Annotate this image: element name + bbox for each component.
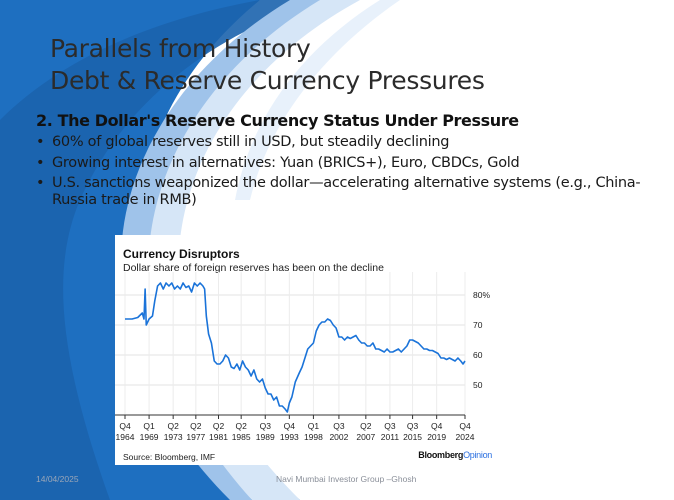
logo-suffix: Opinion (463, 450, 492, 460)
footer-text: Navi Mumbai Investor Group –Ghosh (276, 474, 417, 484)
chart-subtitle: Dollar share of foreign reserves has bee… (123, 262, 384, 274)
bullet-list: • 60% of global reserves still in USD, b… (36, 134, 652, 212)
x-tick-quarter-label: Q2 (213, 421, 225, 431)
background-dark-swoosh (0, 0, 320, 500)
bullet-text: U.S. sanctions weaponized the dollar—acc… (52, 175, 641, 208)
x-tick-year-label: 2011 (381, 432, 400, 442)
x-tick-quarter-label: Q4 (459, 421, 471, 431)
x-tick-quarter-label: Q3 (384, 421, 396, 431)
x-tick-year-label: 1993 (280, 432, 299, 442)
x-tick-year-label: 1964 (116, 432, 135, 442)
x-tick-year-label: 2015 (403, 432, 422, 442)
x-tick-year-label: 1973 (164, 432, 183, 442)
x-tick-quarter-label: Q1 (143, 421, 155, 431)
x-tick-quarter-label: Q2 (235, 421, 247, 431)
x-tick-year-label: 2024 (456, 432, 475, 442)
y-tick-label: 50 (473, 380, 483, 390)
bloomberg-opinion-logo: BloombergOpinion (418, 450, 492, 460)
bullet-text: 60% of global reserves still in USD, but… (52, 134, 450, 150)
x-tick-quarter-label: Q4 (284, 421, 296, 431)
footer-date: 14/04/2025 (36, 474, 79, 484)
bullet-text: Growing interest in alternatives: Yuan (… (52, 154, 520, 171)
x-tick-year-label: 2019 (427, 432, 446, 442)
x-tick-year-label: 1977 (186, 432, 205, 442)
bullet-dot: • (36, 175, 45, 191)
x-tick-year-label: 2002 (329, 432, 348, 442)
x-tick-quarter-label: Q1 (308, 421, 320, 431)
x-tick-quarter-label: Q3 (407, 421, 419, 431)
bullet-dot: • (36, 134, 45, 150)
chart-card: Currency Disruptors Dollar share of fore… (115, 235, 500, 465)
y-tick-label: 80% (473, 290, 490, 300)
x-tick-year-label: 2007 (356, 432, 375, 442)
y-tick-label: 60 (473, 350, 483, 360)
x-tick-quarter-label: Q3 (260, 421, 272, 431)
x-tick-year-label: 1989 (256, 432, 275, 442)
section-subheading: 2. The Dollar's Reserve Currency Status … (36, 111, 519, 130)
bullet-item: • 60% of global reserves still in USD, b… (36, 134, 652, 151)
background-mid-curve (121, 0, 320, 500)
x-tick-quarter-label: Q2 (360, 421, 372, 431)
bullet-item: • U.S. sanctions weaponized the dollar—a… (36, 175, 652, 208)
bullet-item: • Growing interest in alternatives: Yuan… (36, 155, 652, 172)
x-tick-year-label: 1998 (304, 432, 323, 442)
dollar-share-series-line (125, 282, 466, 413)
y-tick-label: 70 (473, 320, 483, 330)
bullet-dot: • (36, 154, 45, 171)
logo-brand: Bloomberg (418, 450, 464, 460)
x-tick-quarter-label: Q2 (190, 421, 202, 431)
x-tick-year-label: 1969 (140, 432, 159, 442)
line-chart: 80%706050Q41964Q11969Q21973Q21977Q21981Q… (115, 272, 490, 442)
x-tick-quarter-label: Q3 (333, 421, 345, 431)
x-tick-year-label: 1981 (209, 432, 228, 442)
background-faint-swoosh (235, 0, 400, 200)
x-tick-quarter-label: Q4 (119, 421, 131, 431)
x-tick-year-label: 1985 (232, 432, 251, 442)
chart-title: Currency Disruptors (123, 247, 240, 261)
slide-title-line-1: Parallels from History (50, 34, 311, 63)
chart-source: Source: Bloomberg, IMF (123, 452, 216, 462)
slide-title-line-2: Debt & Reserve Currency Pressures (50, 66, 485, 95)
x-tick-quarter-label: Q2 (167, 421, 179, 431)
x-tick-quarter-label: Q4 (431, 421, 443, 431)
